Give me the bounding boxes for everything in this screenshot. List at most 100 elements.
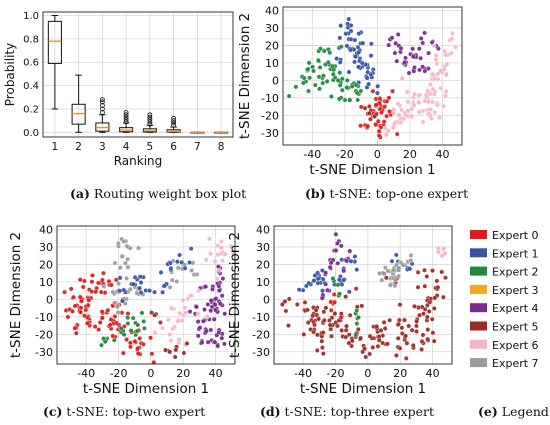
scatter-point: [344, 78, 350, 83]
box-7: [190, 131, 205, 134]
scatter-point: [422, 267, 427, 273]
scatter-point: [354, 267, 360, 272]
y-tick-label: 30: [265, 22, 279, 35]
scatter-point: [408, 253, 414, 258]
scatter-point: [107, 322, 113, 328]
box-1: [47, 15, 62, 110]
scatter-point: [396, 317, 402, 323]
scatter-point: [370, 345, 376, 350]
scatter-point: [386, 95, 392, 101]
scatter-point: [384, 113, 389, 119]
scatter-point: [349, 343, 354, 349]
scatter-point: [313, 307, 319, 313]
scatter-point: [403, 333, 408, 339]
scatter-point: [80, 284, 86, 290]
scatter-point: [408, 258, 414, 263]
scatter-point: [402, 59, 408, 65]
scatter-point: [450, 30, 455, 36]
scatter-point: [332, 299, 337, 305]
x-tick-label: 40: [426, 367, 440, 380]
scatter-point: [410, 54, 416, 60]
scatter-point: [346, 332, 352, 338]
scatter-point: [175, 318, 181, 324]
scatter-point: [119, 253, 125, 259]
scatter-point: [327, 322, 333, 328]
outlier-point: [99, 103, 105, 108]
scatter-point: [419, 339, 425, 344]
scatter-point: [337, 35, 343, 41]
caption-a-text: Routing weight box plot: [89, 186, 247, 201]
scatter-point: [347, 248, 353, 254]
scatter-point: [127, 286, 133, 292]
scatter-point: [335, 323, 340, 329]
x-tick-label: 7: [194, 141, 201, 153]
scatter-point: [393, 252, 399, 258]
scatter-point: [437, 115, 442, 121]
scatter-point: [407, 266, 413, 272]
scatter-point: [352, 37, 358, 43]
scatter-point: [212, 339, 218, 345]
scatter-point: [338, 23, 344, 28]
scatter-point: [426, 309, 432, 314]
scatter-point: [359, 60, 365, 66]
scatter-point: [385, 128, 391, 134]
x-tick-label: 40: [209, 367, 223, 380]
plot-frame: [282, 6, 463, 146]
scatter-point: [128, 340, 133, 346]
scatter-point: [134, 328, 140, 334]
x-tick-label: 5: [147, 141, 154, 153]
scatter-point: [397, 345, 403, 351]
scatter-point: [216, 330, 222, 335]
cluster-1: [286, 44, 364, 103]
x-tick-label: 2: [75, 141, 82, 153]
scatter-point: [152, 312, 158, 318]
scatter-point: [228, 243, 234, 249]
caption-e: (e) Legend: [478, 404, 549, 419]
scatter-point: [410, 46, 416, 52]
scatter-point: [420, 119, 426, 125]
scatter-point: [286, 296, 292, 302]
caption-c-label: (c): [43, 404, 63, 419]
scatter-point: [344, 258, 350, 264]
scatter-point: [160, 325, 165, 331]
outlier-point: [99, 99, 105, 105]
scatter-point: [339, 282, 345, 287]
scatter-point: [121, 239, 127, 244]
scatter-point: [354, 90, 360, 96]
scatter-point: [329, 94, 334, 99]
scatter-point: [394, 58, 400, 64]
scatter-point: [337, 59, 343, 65]
scatter-point: [337, 82, 343, 88]
scatter-point: [335, 78, 341, 83]
scatter-point: [441, 103, 446, 109]
x-tick-label: -20: [110, 367, 128, 380]
scatter-point: [321, 317, 327, 323]
scatter-point: [404, 340, 410, 346]
scatter-point: [339, 87, 345, 93]
cluster-2: [117, 246, 194, 304]
scatter-point: [311, 329, 316, 335]
y-tick-label: 20: [265, 39, 279, 52]
scatter-point: [431, 338, 437, 344]
y-tick-label: 20: [256, 258, 270, 271]
scatter-point: [397, 302, 403, 308]
panel-a-box-plot: 0.0 0.2 0.4 0.6 0.8 1.0 1 2 3 4 5 6 7 8 Probability Ran…: [3, 11, 234, 168]
scatter-point: [399, 325, 405, 331]
scatter-point: [438, 85, 443, 91]
scatter-point: [170, 326, 176, 332]
scatter-point: [416, 93, 422, 99]
scatter-point: [368, 116, 373, 122]
y-tick-label: 0: [263, 293, 270, 306]
scatter-point: [217, 301, 223, 307]
scatter-point: [197, 325, 203, 331]
scatter-point: [428, 82, 433, 87]
scatter-point: [188, 246, 194, 251]
scatter-point: [188, 293, 193, 298]
y-axis-label: t-SNE Dimension 2: [237, 13, 253, 139]
box-5: [142, 112, 157, 133]
legend-swatch: [470, 248, 487, 258]
scatter-points: [286, 16, 458, 140]
scatter-point: [181, 350, 187, 356]
scatter-point: [418, 36, 424, 41]
scatter-point: [360, 40, 366, 46]
